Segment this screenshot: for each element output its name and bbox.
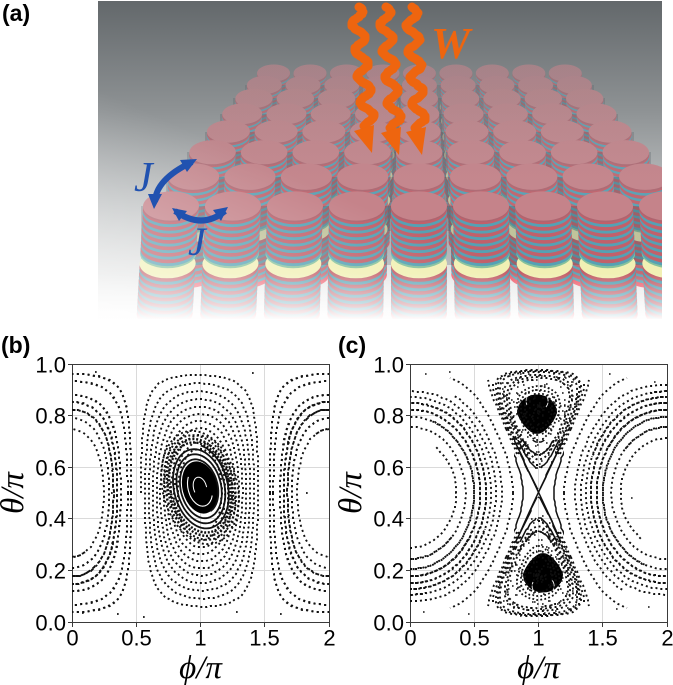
svg-text:0.0: 0.0 (35, 611, 66, 636)
svg-text:0.6: 0.6 (35, 456, 66, 481)
svg-text:1: 1 (532, 626, 544, 651)
svg-text:1.5: 1.5 (587, 626, 618, 651)
svg-text:2: 2 (661, 626, 673, 651)
svg-text:1: 1 (194, 626, 206, 651)
svg-text:0.0: 0.0 (373, 611, 404, 636)
svg-text:2: 2 (323, 626, 335, 651)
svg-text:0.4: 0.4 (35, 507, 66, 532)
svg-text:1.5: 1.5 (249, 626, 280, 651)
svg-text:0.6: 0.6 (373, 456, 404, 481)
svg-text:θ/π: θ/π (333, 471, 369, 514)
svg-text:W: W (431, 19, 473, 68)
svg-text:(a): (a) (2, 0, 30, 26)
svg-text:0.5: 0.5 (459, 626, 490, 651)
svg-text:0.2: 0.2 (35, 559, 66, 584)
svg-text:0: 0 (404, 626, 416, 651)
svg-text:J: J (188, 219, 208, 264)
svg-text:(b): (b) (1, 332, 30, 358)
svg-text:θ/π: θ/π (0, 471, 31, 514)
svg-text:1.0: 1.0 (35, 353, 66, 378)
svg-text:0.8: 0.8 (35, 404, 66, 429)
svg-text:(c): (c) (338, 332, 366, 358)
svg-text:ϕ/π: ϕ/π (179, 650, 223, 685)
svg-text:0.8: 0.8 (373, 404, 404, 429)
svg-text:J: J (134, 155, 155, 201)
svg-text:0.4: 0.4 (373, 507, 404, 532)
svg-text:1.0: 1.0 (373, 353, 404, 378)
svg-text:0.2: 0.2 (373, 559, 404, 584)
svg-text:0.5: 0.5 (121, 626, 152, 651)
svg-text:ϕ/π: ϕ/π (517, 650, 561, 685)
svg-text:0: 0 (66, 626, 78, 651)
